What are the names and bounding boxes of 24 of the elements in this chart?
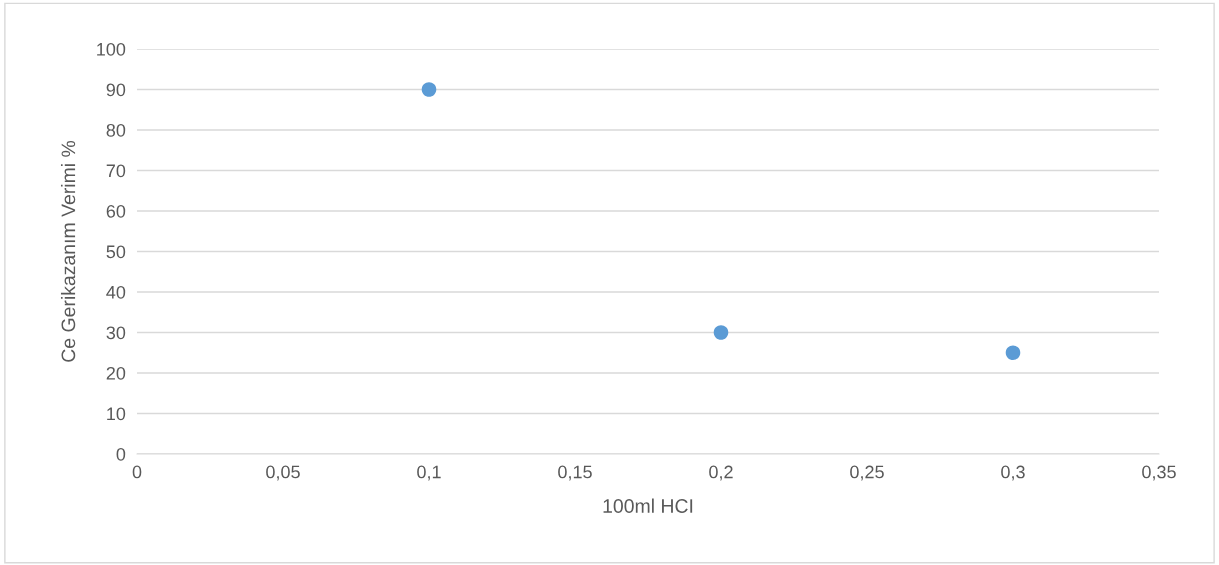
y-tick-label: 100	[97, 42, 126, 56]
y-tick-label: 80	[106, 123, 126, 137]
y-tick-label: 40	[106, 285, 126, 299]
y-tick-label: 70	[106, 164, 126, 178]
y-tick-label: 20	[106, 366, 126, 380]
y-tick-label: 30	[106, 326, 126, 340]
y-tick-label: 60	[106, 204, 126, 218]
y-axis-title: Ce Gerikazanım Verimi %	[60, 140, 76, 362]
y-tick-label: 10	[107, 407, 126, 421]
point	[713, 325, 729, 340]
x-tick-label: 0,05	[266, 465, 300, 481]
x-tick-label: 0,2	[709, 465, 733, 481]
x-tick-label: 0,1	[417, 465, 441, 481]
y-tick-label: 0	[116, 447, 126, 461]
x-tick-label: 0,35	[1142, 465, 1176, 481]
x-tick-label: 0,3	[1001, 465, 1025, 481]
x-tick-label: 0,25	[850, 465, 884, 481]
x-axis-title: 100ml HCI	[603, 498, 693, 513]
x-tick-label: 0	[132, 465, 142, 479]
y-tick-label: 90	[106, 83, 126, 97]
point	[1005, 345, 1021, 361]
y-tick-label: 50	[106, 245, 126, 259]
x-tick-label: 0,15	[558, 465, 592, 481]
point	[421, 82, 437, 97]
